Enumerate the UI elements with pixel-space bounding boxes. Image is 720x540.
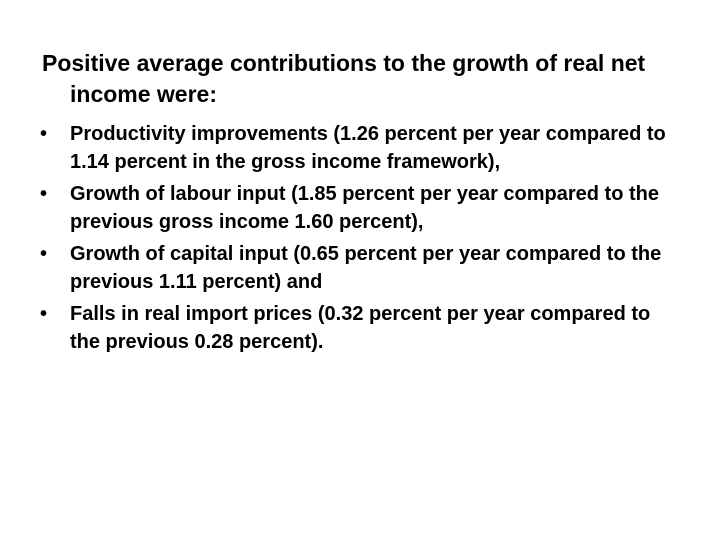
bullet-icon: • (40, 243, 48, 265)
bullet-text: Growth of capital input (0.65 percent pe… (70, 243, 662, 293)
list-item: • Productivity improvements (1.26 percen… (40, 120, 680, 176)
slide-heading: Positive average contributions to the gr… (42, 50, 646, 107)
bullet-icon: • (40, 183, 48, 205)
bullet-icon: • (40, 123, 48, 145)
bullet-text: Falls in real import prices (0.32 percen… (70, 303, 651, 353)
list-item: • Growth of capital input (0.65 percent … (40, 240, 680, 296)
bullet-text: Productivity improvements (1.26 percent … (70, 123, 666, 173)
bullet-text: Growth of labour input (1.85 percent per… (70, 183, 659, 233)
bullet-list: • Productivity improvements (1.26 percen… (40, 120, 680, 360)
list-item: • Growth of labour input (1.85 percent p… (40, 180, 680, 236)
bullet-icon: • (40, 303, 48, 325)
list-item: • Falls in real import prices (0.32 perc… (40, 300, 680, 356)
